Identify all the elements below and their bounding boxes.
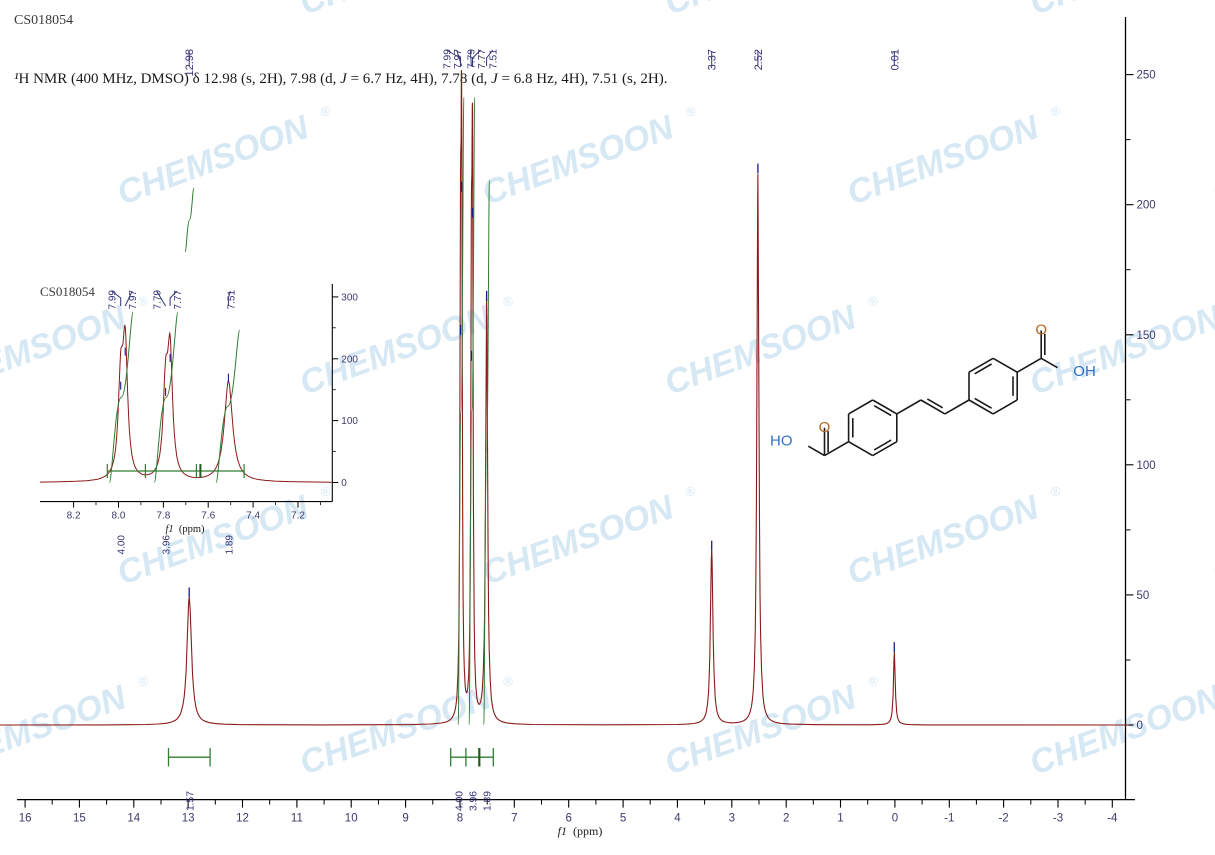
svg-text:3.96: 3.96 <box>469 791 480 811</box>
svg-text:2.52: 2.52 <box>753 49 765 70</box>
svg-text:7.97: 7.97 <box>453 49 464 69</box>
svg-text:200: 200 <box>1137 200 1156 212</box>
svg-text:3: 3 <box>729 813 735 825</box>
svg-text:50: 50 <box>1137 590 1150 602</box>
svg-text:-1: -1 <box>944 813 954 825</box>
svg-text:11: 11 <box>291 813 303 825</box>
svg-text:12: 12 <box>236 813 249 825</box>
svg-text:f1 (ppm): f1 (ppm) <box>558 824 603 838</box>
svg-text:7.99: 7.99 <box>442 49 453 69</box>
svg-text:9: 9 <box>402 813 408 825</box>
svg-text:-3: -3 <box>1053 813 1063 825</box>
svg-text:1: 1 <box>837 813 843 825</box>
svg-text:0: 0 <box>1137 720 1143 732</box>
svg-text:250: 250 <box>1137 70 1156 82</box>
svg-text:4.00: 4.00 <box>454 791 465 811</box>
svg-text:-4: -4 <box>1107 813 1118 825</box>
svg-text:-2: -2 <box>998 813 1008 825</box>
svg-text:8: 8 <box>457 813 463 825</box>
svg-text:13: 13 <box>182 813 195 825</box>
svg-text:16: 16 <box>19 813 32 825</box>
svg-text:14: 14 <box>127 813 140 825</box>
svg-text:10: 10 <box>345 813 358 825</box>
svg-text:6: 6 <box>565 813 571 825</box>
svg-text:2: 2 <box>783 813 789 825</box>
svg-text:100: 100 <box>1137 460 1156 472</box>
svg-text:15: 15 <box>73 813 86 825</box>
svg-text:1.57: 1.57 <box>186 791 197 811</box>
svg-text:4: 4 <box>674 813 681 825</box>
svg-text:0.01: 0.01 <box>889 49 901 70</box>
svg-text:12.98: 12.98 <box>184 49 196 77</box>
svg-text:7: 7 <box>511 813 517 825</box>
svg-text:7.51: 7.51 <box>489 49 500 69</box>
svg-text:7.79: 7.79 <box>466 49 477 69</box>
svg-text:150: 150 <box>1137 330 1156 342</box>
svg-text:5: 5 <box>620 813 626 825</box>
svg-text:0: 0 <box>892 813 898 825</box>
svg-text:3.37: 3.37 <box>707 49 719 70</box>
svg-text:1.89: 1.89 <box>483 791 494 811</box>
